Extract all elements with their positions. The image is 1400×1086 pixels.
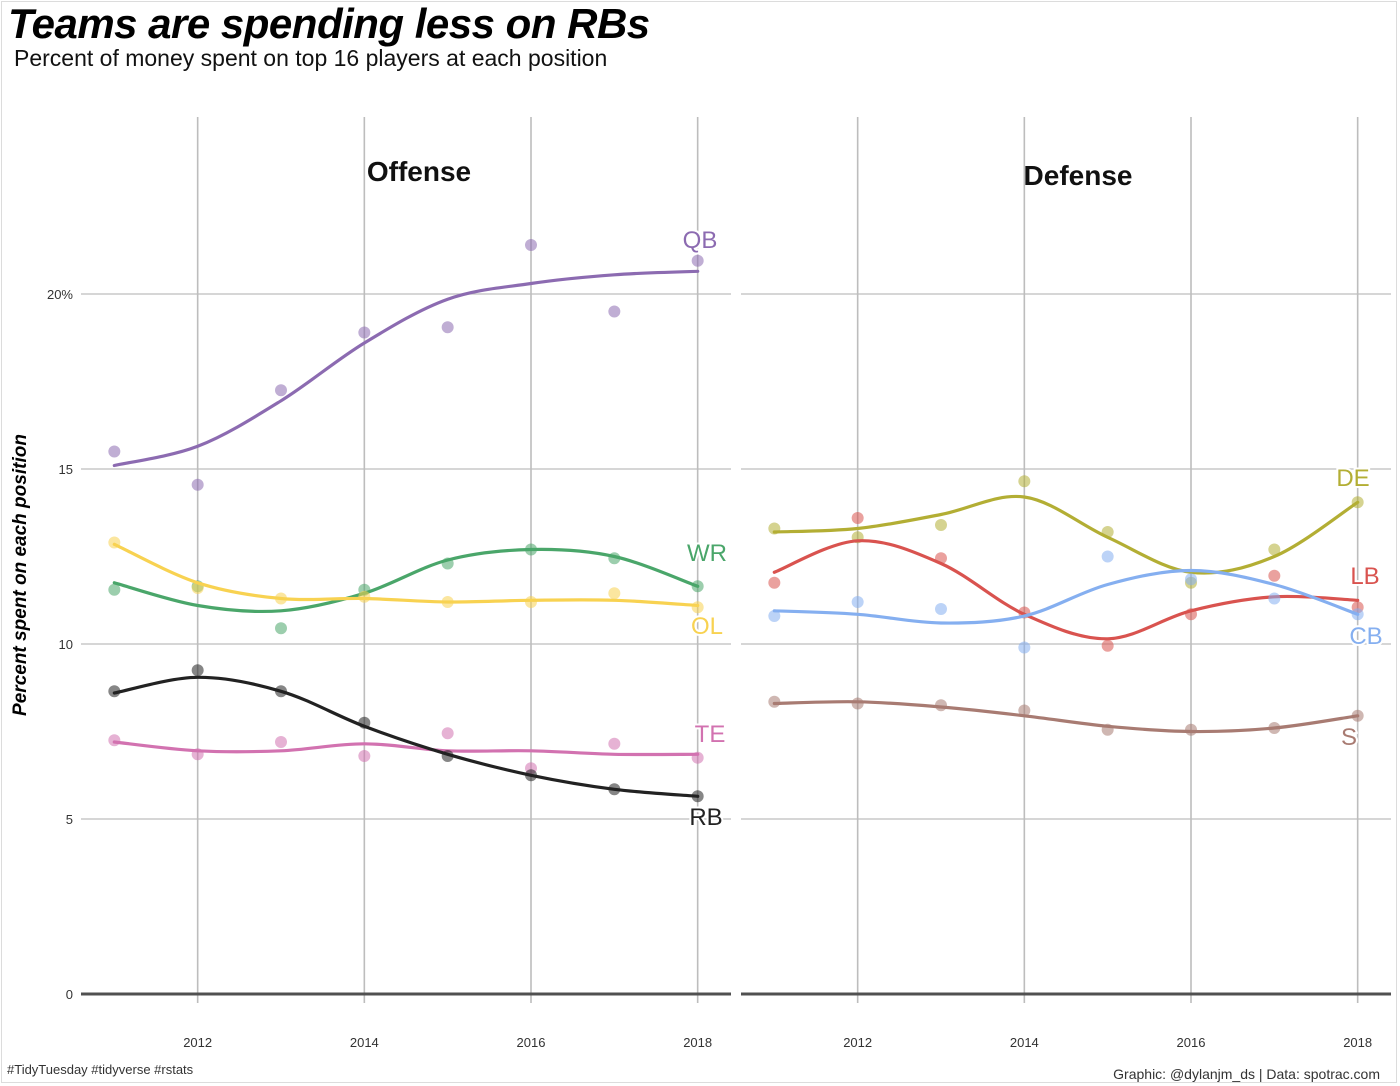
point-de — [935, 519, 947, 531]
x-tick-label: 2016 — [517, 1035, 546, 1050]
point-cb — [1018, 641, 1031, 654]
point-s — [1018, 704, 1031, 717]
point-cb — [768, 610, 781, 622]
series-label-ol: OL — [691, 613, 723, 640]
trend-line-qb — [112, 269, 700, 468]
panel-title-defense: Defense — [1024, 160, 1133, 191]
point-wr — [108, 583, 121, 596]
point-qb — [691, 254, 704, 267]
point-te — [608, 737, 621, 750]
trend-line-cb — [772, 568, 1360, 625]
point-te — [358, 750, 371, 762]
point-cb — [1101, 550, 1114, 563]
point-s — [1185, 723, 1197, 736]
point-qb — [191, 478, 204, 491]
point-wr — [275, 622, 287, 635]
point-rb — [108, 685, 121, 698]
point-ol — [608, 587, 621, 600]
x-tick-label: 2012 — [843, 1035, 872, 1050]
panel-title-offense: Offense — [367, 156, 471, 187]
point-ol — [691, 601, 704, 614]
point-lb — [1268, 569, 1281, 582]
caption-hashtags: #TidyTuesday #tidyverse #rstats — [7, 1062, 194, 1077]
trend-line-te — [112, 740, 700, 757]
series-label-wr: WR — [687, 540, 727, 567]
point-s — [768, 695, 781, 708]
point-de — [1018, 475, 1031, 488]
caption-credits: Graphic: @dylanjm_ds | Data: spotrac.com — [1113, 1066, 1380, 1082]
point-qb — [608, 305, 621, 318]
point-cb — [851, 596, 864, 608]
series-label-rb: RB — [689, 804, 722, 831]
point-ol — [525, 596, 537, 608]
trend-line-wr — [112, 547, 700, 614]
chart-subtitle: Percent of money spent on top 16 players… — [14, 45, 608, 71]
point-lb — [851, 512, 864, 524]
x-tick-label: 2012 — [183, 1035, 212, 1050]
point-qb — [441, 321, 454, 334]
point-cb — [1268, 592, 1281, 605]
trend-line-rb — [112, 675, 700, 798]
point-qb — [525, 239, 537, 251]
series-label-qb: QB — [683, 227, 718, 254]
x-tick-label: 2018 — [683, 1035, 712, 1050]
point-qb — [275, 384, 287, 397]
point-te — [275, 736, 287, 748]
trend-line-ol — [112, 542, 700, 608]
y-tick-label: 0 — [66, 987, 73, 1002]
trend-line-s — [772, 700, 1360, 734]
series-label-cb: CB — [1349, 623, 1382, 650]
point-de — [1268, 543, 1281, 556]
point-s — [851, 697, 864, 710]
x-tick-label: 2014 — [1010, 1035, 1039, 1050]
y-tick-label: 20% — [47, 287, 73, 302]
point-lb — [1101, 639, 1114, 652]
point-lb — [768, 576, 781, 589]
point-te — [108, 734, 121, 747]
point-qb — [358, 326, 371, 339]
series-label-de: DE — [1336, 465, 1369, 492]
x-tick-label: 2016 — [1177, 1035, 1206, 1050]
series-label-lb: LB — [1350, 563, 1379, 590]
series-label-s: S — [1341, 724, 1357, 751]
x-tick-label: 2014 — [350, 1035, 379, 1050]
trend-line-lb — [772, 539, 1360, 641]
trend-line-de — [772, 494, 1360, 575]
y-tick-label: 15 — [59, 462, 73, 477]
chart-title: Teams are spending less on RBs — [8, 0, 650, 47]
x-tick-label: 2018 — [1343, 1035, 1372, 1050]
point-cb — [1185, 573, 1197, 586]
point-te — [441, 727, 454, 740]
point-qb — [108, 445, 121, 458]
point-rb — [191, 664, 204, 677]
series-label-te: TE — [695, 721, 726, 748]
y-tick-label: 10 — [59, 637, 73, 652]
y-tick-label: 5 — [66, 812, 73, 827]
point-cb — [935, 603, 947, 615]
point-ol — [358, 590, 371, 603]
